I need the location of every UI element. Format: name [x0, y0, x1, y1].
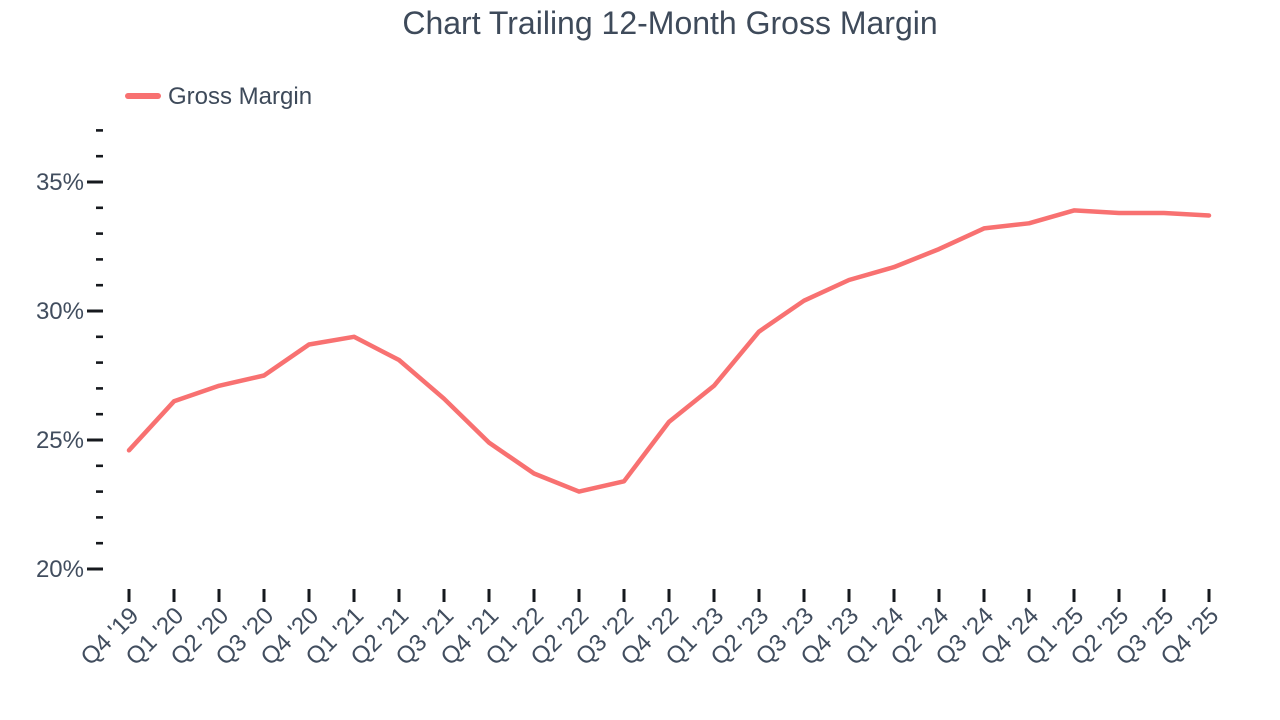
y-tick-label: 35% — [36, 169, 84, 196]
y-axis: 35% 30% 25% 20% — [36, 129, 103, 583]
y-tick-label: 20% — [36, 556, 84, 583]
legend: Gross Margin — [125, 83, 312, 110]
legend-label: Gross Margin — [168, 83, 312, 110]
chart-title: Chart Trailing 12-Month Gross Margin — [402, 5, 937, 41]
gross-margin-line — [126, 208, 1212, 494]
y-tick-label: 30% — [36, 298, 84, 325]
y-tick-label: 25% — [36, 427, 84, 454]
